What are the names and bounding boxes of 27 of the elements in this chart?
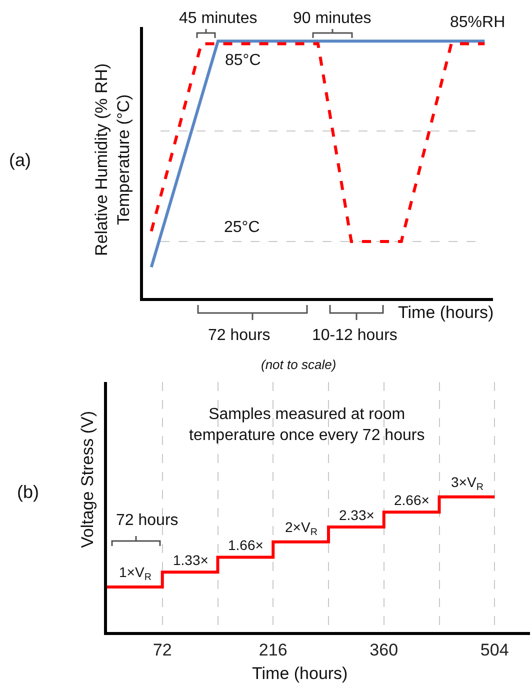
text: 90 minutes	[293, 10, 372, 27]
text: (b)	[17, 482, 39, 502]
text: 85%RH	[450, 14, 506, 31]
y-axis-title: Voltage Stress (V)	[78, 410, 97, 548]
annotation: Samples measured at room temperature once every 72 hours	[189, 406, 425, 444]
annotation: 85°C	[225, 52, 261, 69]
x-tick-label: 360	[370, 640, 398, 660]
text: 10-12 hours	[312, 327, 398, 344]
text: (not to scale)	[261, 357, 336, 372]
x-tick-label: 72	[152, 640, 172, 660]
annotation: 72 hours	[116, 512, 178, 529]
x-axis-title: Time (hours)	[398, 303, 494, 322]
data-label: 2.33×	[339, 507, 374, 523]
x-tick-label: 216	[258, 640, 288, 660]
data-label: 1.33×	[173, 552, 208, 568]
data-label: 2.66×	[394, 492, 430, 508]
data-label: 3×V$_{R}$	[451, 474, 484, 493]
ref-line-label: 25°C	[224, 219, 260, 236]
data-label: 1×V$_{R}$	[119, 564, 152, 583]
data-label: 2×V$_{R}$	[285, 519, 318, 538]
text: 72 hours	[208, 327, 270, 344]
text: (a)	[9, 150, 31, 170]
x-axis-title: Time (hours)	[252, 664, 348, 683]
y-axis-title: Relative Humidity (% RH) Temperature (°C)	[92, 63, 134, 256]
data-label: 1.66×	[228, 537, 264, 553]
text: 45 minutes	[179, 10, 258, 27]
x-tick-label: 504	[480, 640, 509, 660]
